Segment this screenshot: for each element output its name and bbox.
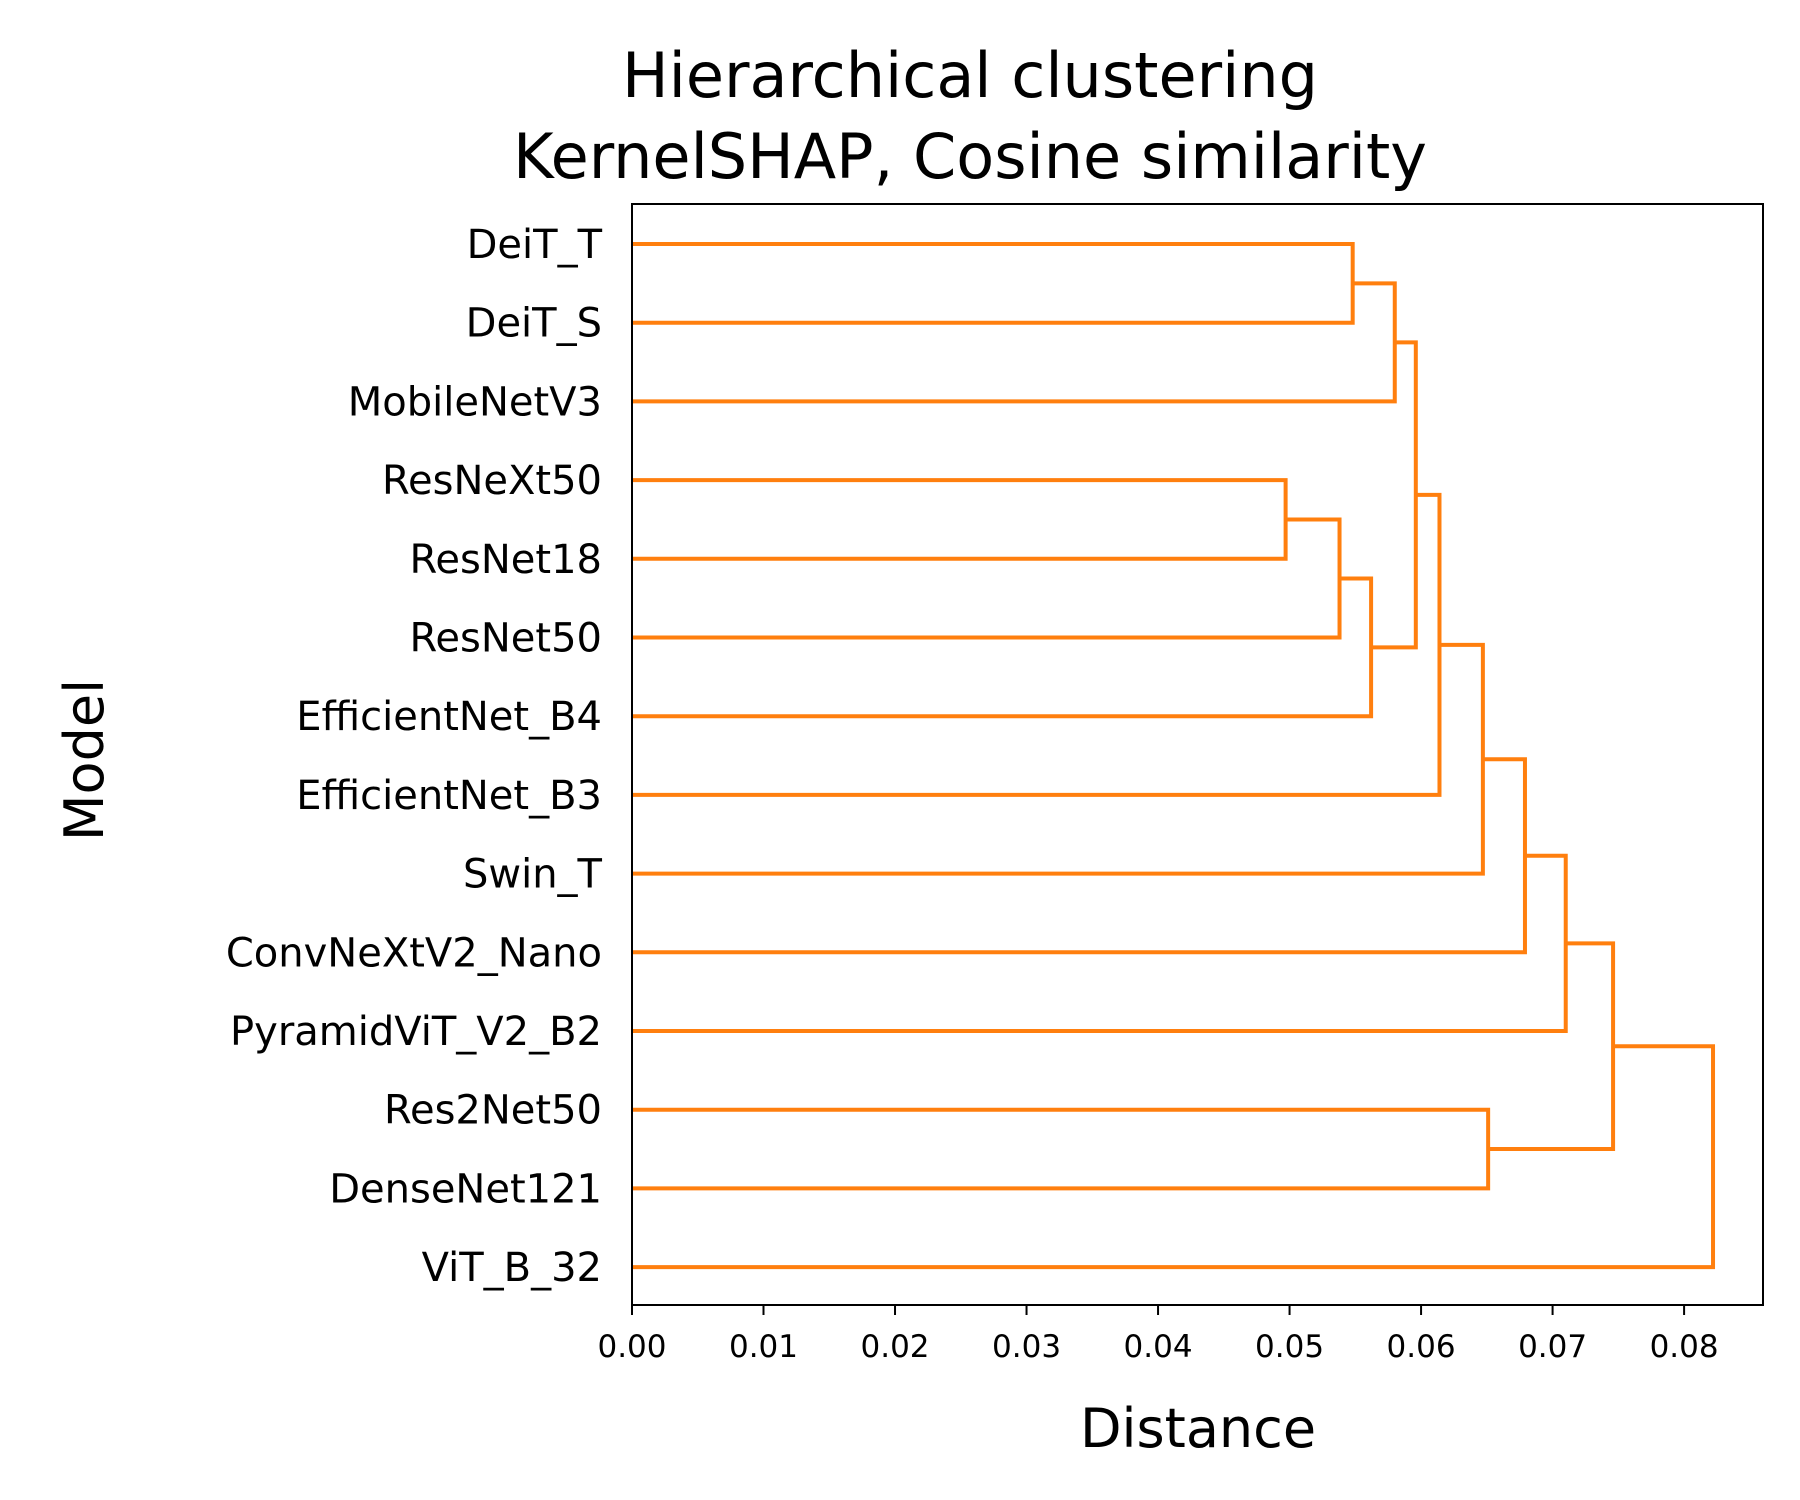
x-tick-label: 0.07 bbox=[1518, 1329, 1587, 1365]
plot-frame bbox=[631, 203, 1764, 1306]
y-tick-label: EfficientNet_B3 bbox=[296, 773, 602, 819]
x-tick-label: 0.03 bbox=[992, 1329, 1061, 1365]
y-tick-label: ResNet18 bbox=[409, 537, 602, 583]
y-tick-label: PyramidViT_V2_B2 bbox=[230, 1009, 602, 1055]
dendrogram-link-deit_t-deit_s bbox=[632, 242, 1355, 325]
y-tick-label: DenseNet121 bbox=[329, 1166, 602, 1212]
y-tick-label: ResNeXt50 bbox=[382, 458, 602, 504]
dendrogram-link-c2-mobilenetv3 bbox=[632, 281, 1397, 404]
x-tick-label: 0.08 bbox=[1650, 1329, 1719, 1365]
y-tick-label: EfficientNet_B4 bbox=[296, 694, 602, 740]
dendrogram-link-c6-swin_t bbox=[632, 642, 1485, 876]
dendrogram-links bbox=[632, 242, 1716, 1270]
y-tick-label: ResNet50 bbox=[409, 616, 602, 662]
y-tick-label: ConvNeXtV2_Nano bbox=[226, 930, 602, 976]
dendrogram-link-c8-convnextv2_nano bbox=[632, 757, 1527, 955]
dendrogram-link-c11-vit_b_32 bbox=[632, 1044, 1716, 1270]
chart-subtitle: KernelSHAP, Cosine similarity bbox=[513, 120, 1427, 193]
x-tick-label: 0.04 bbox=[1124, 1329, 1193, 1365]
y-tick-label: MobileNetV3 bbox=[348, 379, 602, 425]
x-tick-label: 0.00 bbox=[597, 1329, 666, 1365]
y-tick-label: DeiT_T bbox=[467, 222, 603, 268]
x-tick-label: 0.02 bbox=[861, 1329, 930, 1365]
dendrogram-link-c5-efficientnet_b3 bbox=[632, 492, 1442, 797]
dendrogram-link-c9-pyramidvit_v2_b2 bbox=[632, 853, 1568, 1033]
x-tick-label: 0.05 bbox=[1255, 1329, 1324, 1365]
dendrogram-link-c0-resnet50 bbox=[632, 517, 1342, 640]
x-axis-ticks: 0.00 0.01 0.02 0.03 0.04 0.05 0.06 0.07 0.08 bbox=[597, 1305, 1719, 1365]
x-tick-label: 0.06 bbox=[1387, 1329, 1456, 1365]
x-axis-label: Distance bbox=[1080, 1397, 1316, 1460]
y-tick-label: ViT_B_32 bbox=[422, 1245, 602, 1291]
dendrogram-link-resnext50-resnet18 bbox=[632, 478, 1288, 561]
y-tick-label: DeiT_S bbox=[466, 301, 602, 347]
chart-title: Hierarchical clustering bbox=[622, 39, 1318, 112]
y-tick-label: Swin_T bbox=[463, 852, 603, 898]
dendrogram-link-res2net50-densenet121 bbox=[632, 1107, 1491, 1191]
dendrogram-link-c10-c7 bbox=[1488, 941, 1616, 1152]
y-axis-label: Model bbox=[53, 679, 116, 841]
dendrogram-link-c1-efficientnet_b4 bbox=[632, 576, 1374, 719]
x-tick-label: 0.01 bbox=[729, 1329, 798, 1365]
y-tick-labels: DeiT_T DeiT_S MobileNetV3 ResNeXt50 ResNet18… bbox=[226, 222, 603, 1291]
y-tick-label: Res2Net50 bbox=[384, 1088, 602, 1134]
